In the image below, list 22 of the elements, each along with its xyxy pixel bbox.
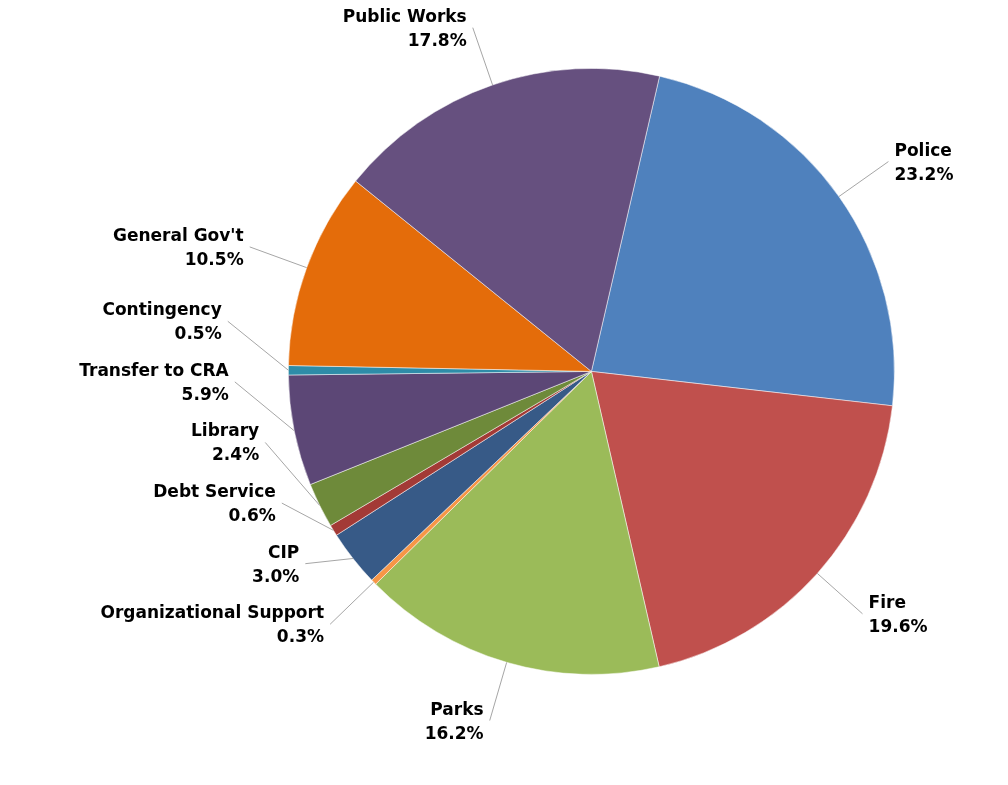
data-label: 23.2% bbox=[894, 163, 954, 184]
slice-label: Police bbox=[894, 139, 952, 160]
slice-label: Contingency bbox=[102, 299, 222, 320]
data-label: 17.8% bbox=[407, 29, 467, 50]
data-label: 5.9% bbox=[181, 383, 229, 404]
slice-label: Transfer to CRA bbox=[79, 359, 230, 380]
data-label: 16.2% bbox=[424, 722, 484, 743]
slice-label: Organizational Support bbox=[100, 602, 325, 623]
data-label: 3.0% bbox=[252, 565, 300, 586]
data-label: 10.5% bbox=[184, 248, 244, 269]
slice-label: Parks bbox=[430, 698, 484, 719]
slice-label: Public Works bbox=[342, 5, 467, 26]
slice-label: Debt Service bbox=[153, 481, 276, 502]
data-label: 0.6% bbox=[228, 505, 276, 526]
data-label: 2.4% bbox=[212, 444, 260, 465]
slice-label: CIP bbox=[268, 541, 300, 562]
data-label: 0.5% bbox=[174, 323, 222, 344]
slice-label: Library bbox=[191, 420, 260, 441]
slice-label: Fire bbox=[868, 591, 906, 612]
data-label: 19.6% bbox=[868, 615, 928, 636]
slice-label: General Gov't bbox=[112, 224, 244, 245]
data-label: 0.3% bbox=[276, 626, 325, 647]
